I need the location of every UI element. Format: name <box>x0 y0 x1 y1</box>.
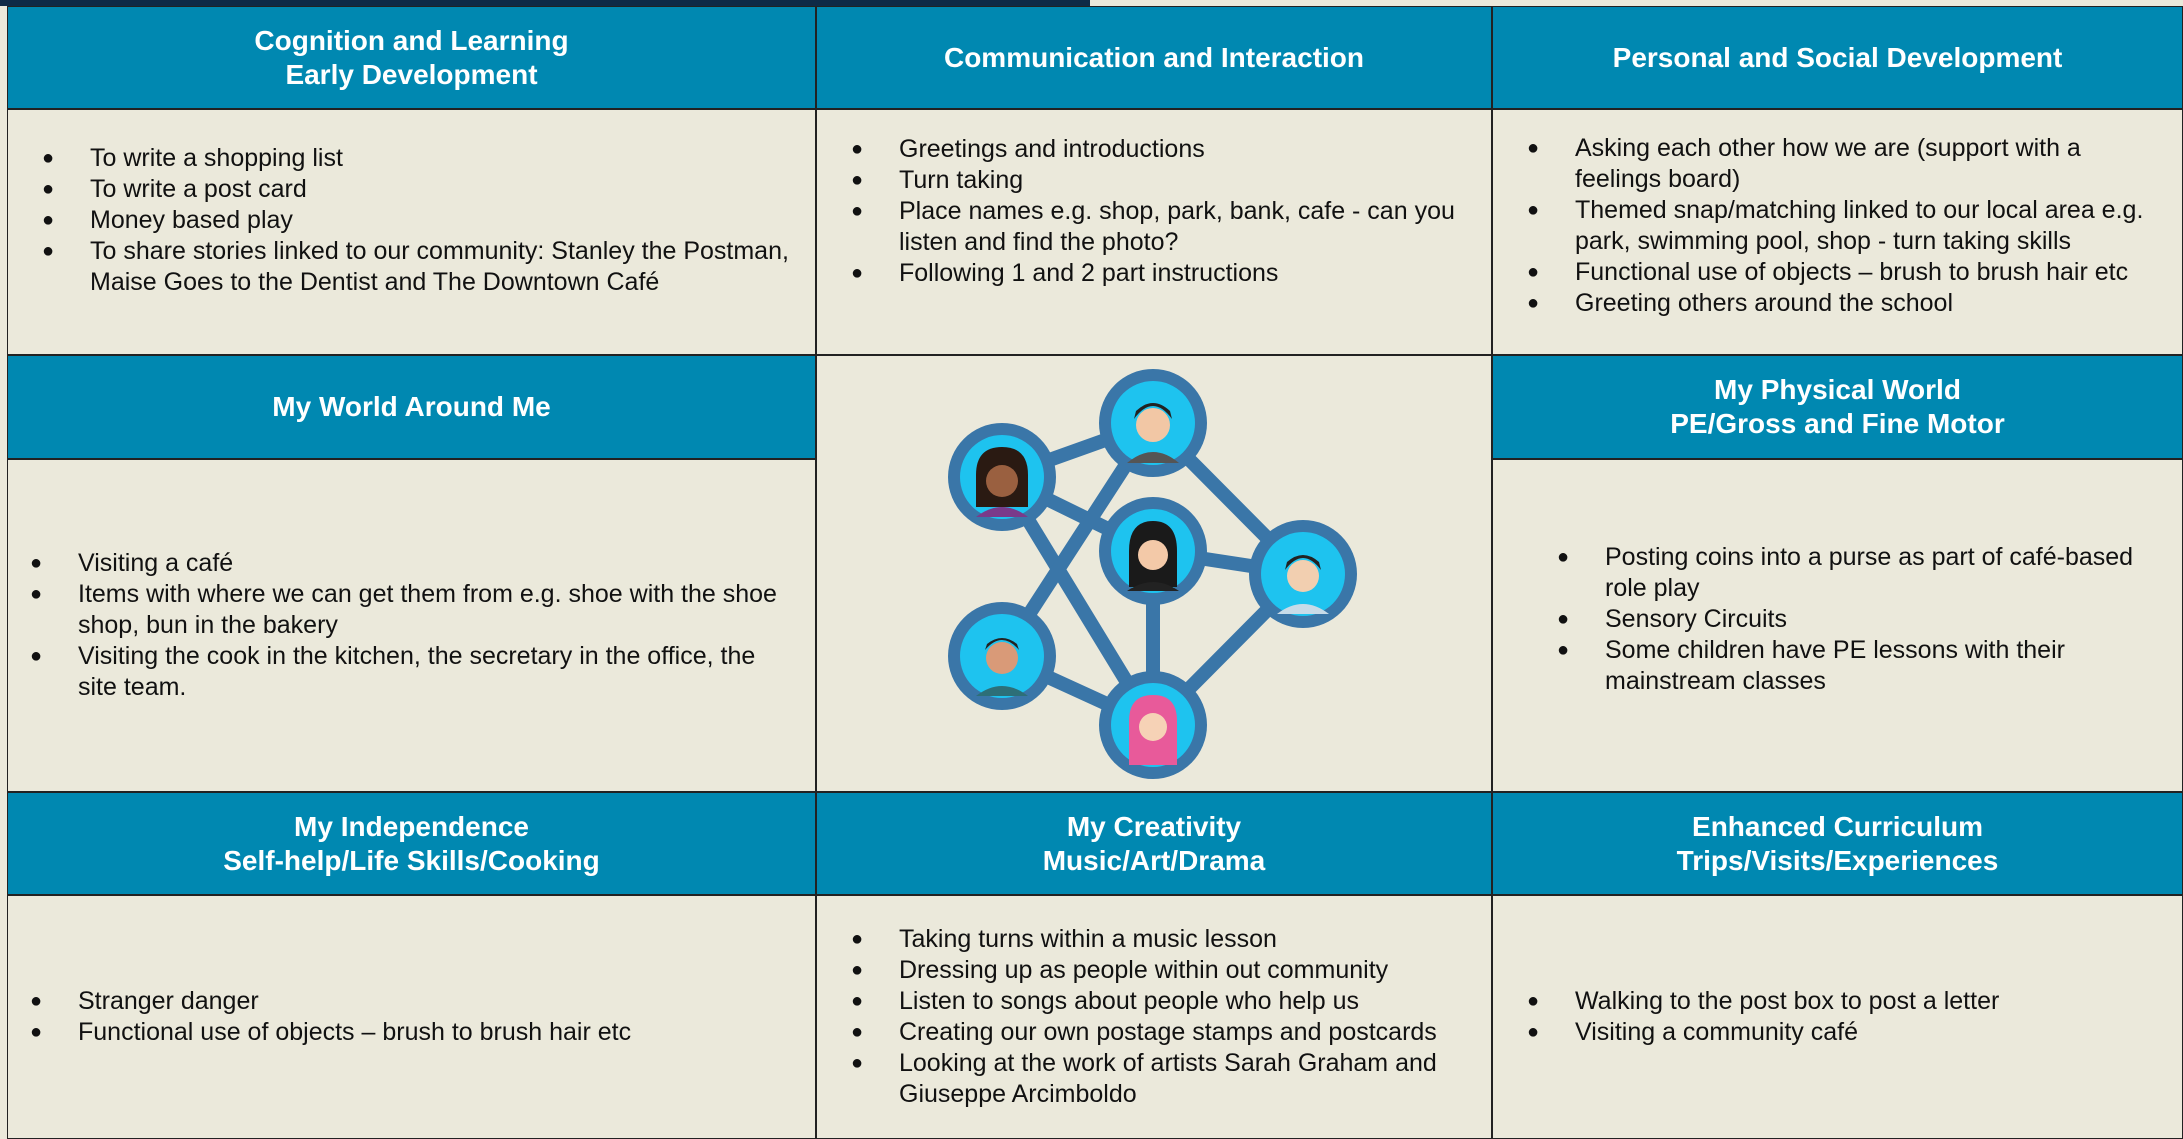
section-body: Walking to the post box to post a letter… <box>1492 895 2183 1139</box>
bullet-item: Visiting a café <box>30 548 801 579</box>
bullet-item: Sensory Circuits <box>1557 604 2168 635</box>
bullet-item: Greetings and introductions <box>851 134 1477 165</box>
bullet-list: Stranger dangerFunctional use of objects… <box>30 986 801 1048</box>
section-body: Stranger dangerFunctional use of objects… <box>7 895 816 1139</box>
top-bar <box>0 0 1090 6</box>
section-header: My Creativity Music/Art/Drama <box>816 792 1492 895</box>
bullet-item: Functional use of objects – brush to bru… <box>1527 257 2168 288</box>
bullet-item: Visiting the cook in the kitchen, the se… <box>30 641 801 703</box>
bullet-item: Greeting others around the school <box>1527 288 2168 319</box>
bullet-list: Visiting a caféItems with where we can g… <box>30 548 801 703</box>
bullet-item: Visiting a community café <box>1527 1017 2168 1048</box>
header-line: Cognition and Learning <box>254 24 569 56</box>
bullet-item: To write a post card <box>42 174 801 205</box>
section-body: To write a shopping listTo write a post … <box>7 109 816 355</box>
section-body: Greetings and introductionsTurn takingPl… <box>816 109 1492 355</box>
bullet-item: Creating our own postage stamps and post… <box>851 1017 1477 1048</box>
bullet-list: To write a shopping listTo write a post … <box>42 143 801 298</box>
header-line: PE/Gross and Fine Motor <box>1670 408 2005 439</box>
bullet-list: Asking each other how we are (support wi… <box>1527 133 2168 319</box>
bullet-item: Some children have PE lessons with their… <box>1557 635 2168 697</box>
section-header: My Physical World PE/Gross and Fine Motor <box>1492 355 2183 459</box>
bullet-list: Greetings and introductionsTurn takingPl… <box>851 134 1477 289</box>
bullet-item: To write a shopping list <box>42 143 801 174</box>
bullet-item: Asking each other how we are (support wi… <box>1527 133 2168 195</box>
header-line: My Physical World <box>1714 374 1961 405</box>
header-line: Trips/Visits/Experiences <box>1676 844 1999 876</box>
bullet-item: Stranger danger <box>30 986 801 1017</box>
bullet-item: Taking turns within a music lesson <box>851 924 1477 955</box>
bullet-list: Walking to the post box to post a letter… <box>1527 986 2168 1048</box>
bullet-item: Items with where we can get them from e.… <box>30 579 801 641</box>
section-header: Enhanced Curriculum Trips/Visits/Experien… <box>1492 792 2183 895</box>
bullet-item: Turn taking <box>851 165 1477 196</box>
header-line: My Independence <box>294 810 529 842</box>
section-header: Communication and Interaction <box>816 6 1492 109</box>
section-body: Asking each other how we are (support wi… <box>1492 109 2183 355</box>
bullet-item: Walking to the post box to post a letter <box>1527 986 2168 1017</box>
bullet-item: Dressing up as people within out communi… <box>851 955 1477 986</box>
section-header: My World Around Me <box>7 355 816 459</box>
bullet-item: Themed snap/matching linked to our local… <box>1527 195 2168 257</box>
section-header: Cognition and Learning Early Development <box>7 6 816 109</box>
section-header: Personal and Social Development <box>1492 6 2183 109</box>
bullet-item: Following 1 and 2 part instructions <box>851 258 1477 289</box>
bullet-item: Functional use of objects – brush to bru… <box>30 1017 801 1048</box>
header-line: Enhanced Curriculum <box>1692 810 1983 842</box>
header-line: Communication and Interaction <box>943 41 1365 73</box>
header-line: My Creativity <box>1066 810 1242 842</box>
bullet-item: Looking at the work of artists Sarah Gra… <box>851 1048 1477 1110</box>
bullet-item: Posting coins into a purse as part of ca… <box>1557 542 2168 604</box>
header-line: Early Development <box>285 58 538 90</box>
section-body: Visiting a caféItems with where we can g… <box>7 459 816 792</box>
bullet-item: Money based play <box>42 205 801 236</box>
section-header: My Independence Self-help/Life Skills/Coo… <box>7 792 816 895</box>
section-body: Taking turns within a music lessonDressi… <box>816 895 1492 1139</box>
header-line: My World Around Me <box>272 391 551 422</box>
bullet-item: Listen to songs about people who help us <box>851 986 1477 1017</box>
bullet-list: Taking turns within a music lessonDressi… <box>851 924 1477 1110</box>
bullet-list: Posting coins into a purse as part of ca… <box>1557 542 2168 697</box>
header-line: Music/Art/Drama <box>1042 844 1266 876</box>
section-body: Posting coins into a purse as part of ca… <box>1492 459 2183 792</box>
header-line: Personal and Social Development <box>1612 41 2063 73</box>
bullet-item: To share stories linked to our community… <box>42 236 801 298</box>
bullet-item: Place names e.g. shop, park, bank, cafe … <box>851 196 1477 258</box>
header-line: Self-help/Life Skills/Cooking <box>223 844 600 876</box>
